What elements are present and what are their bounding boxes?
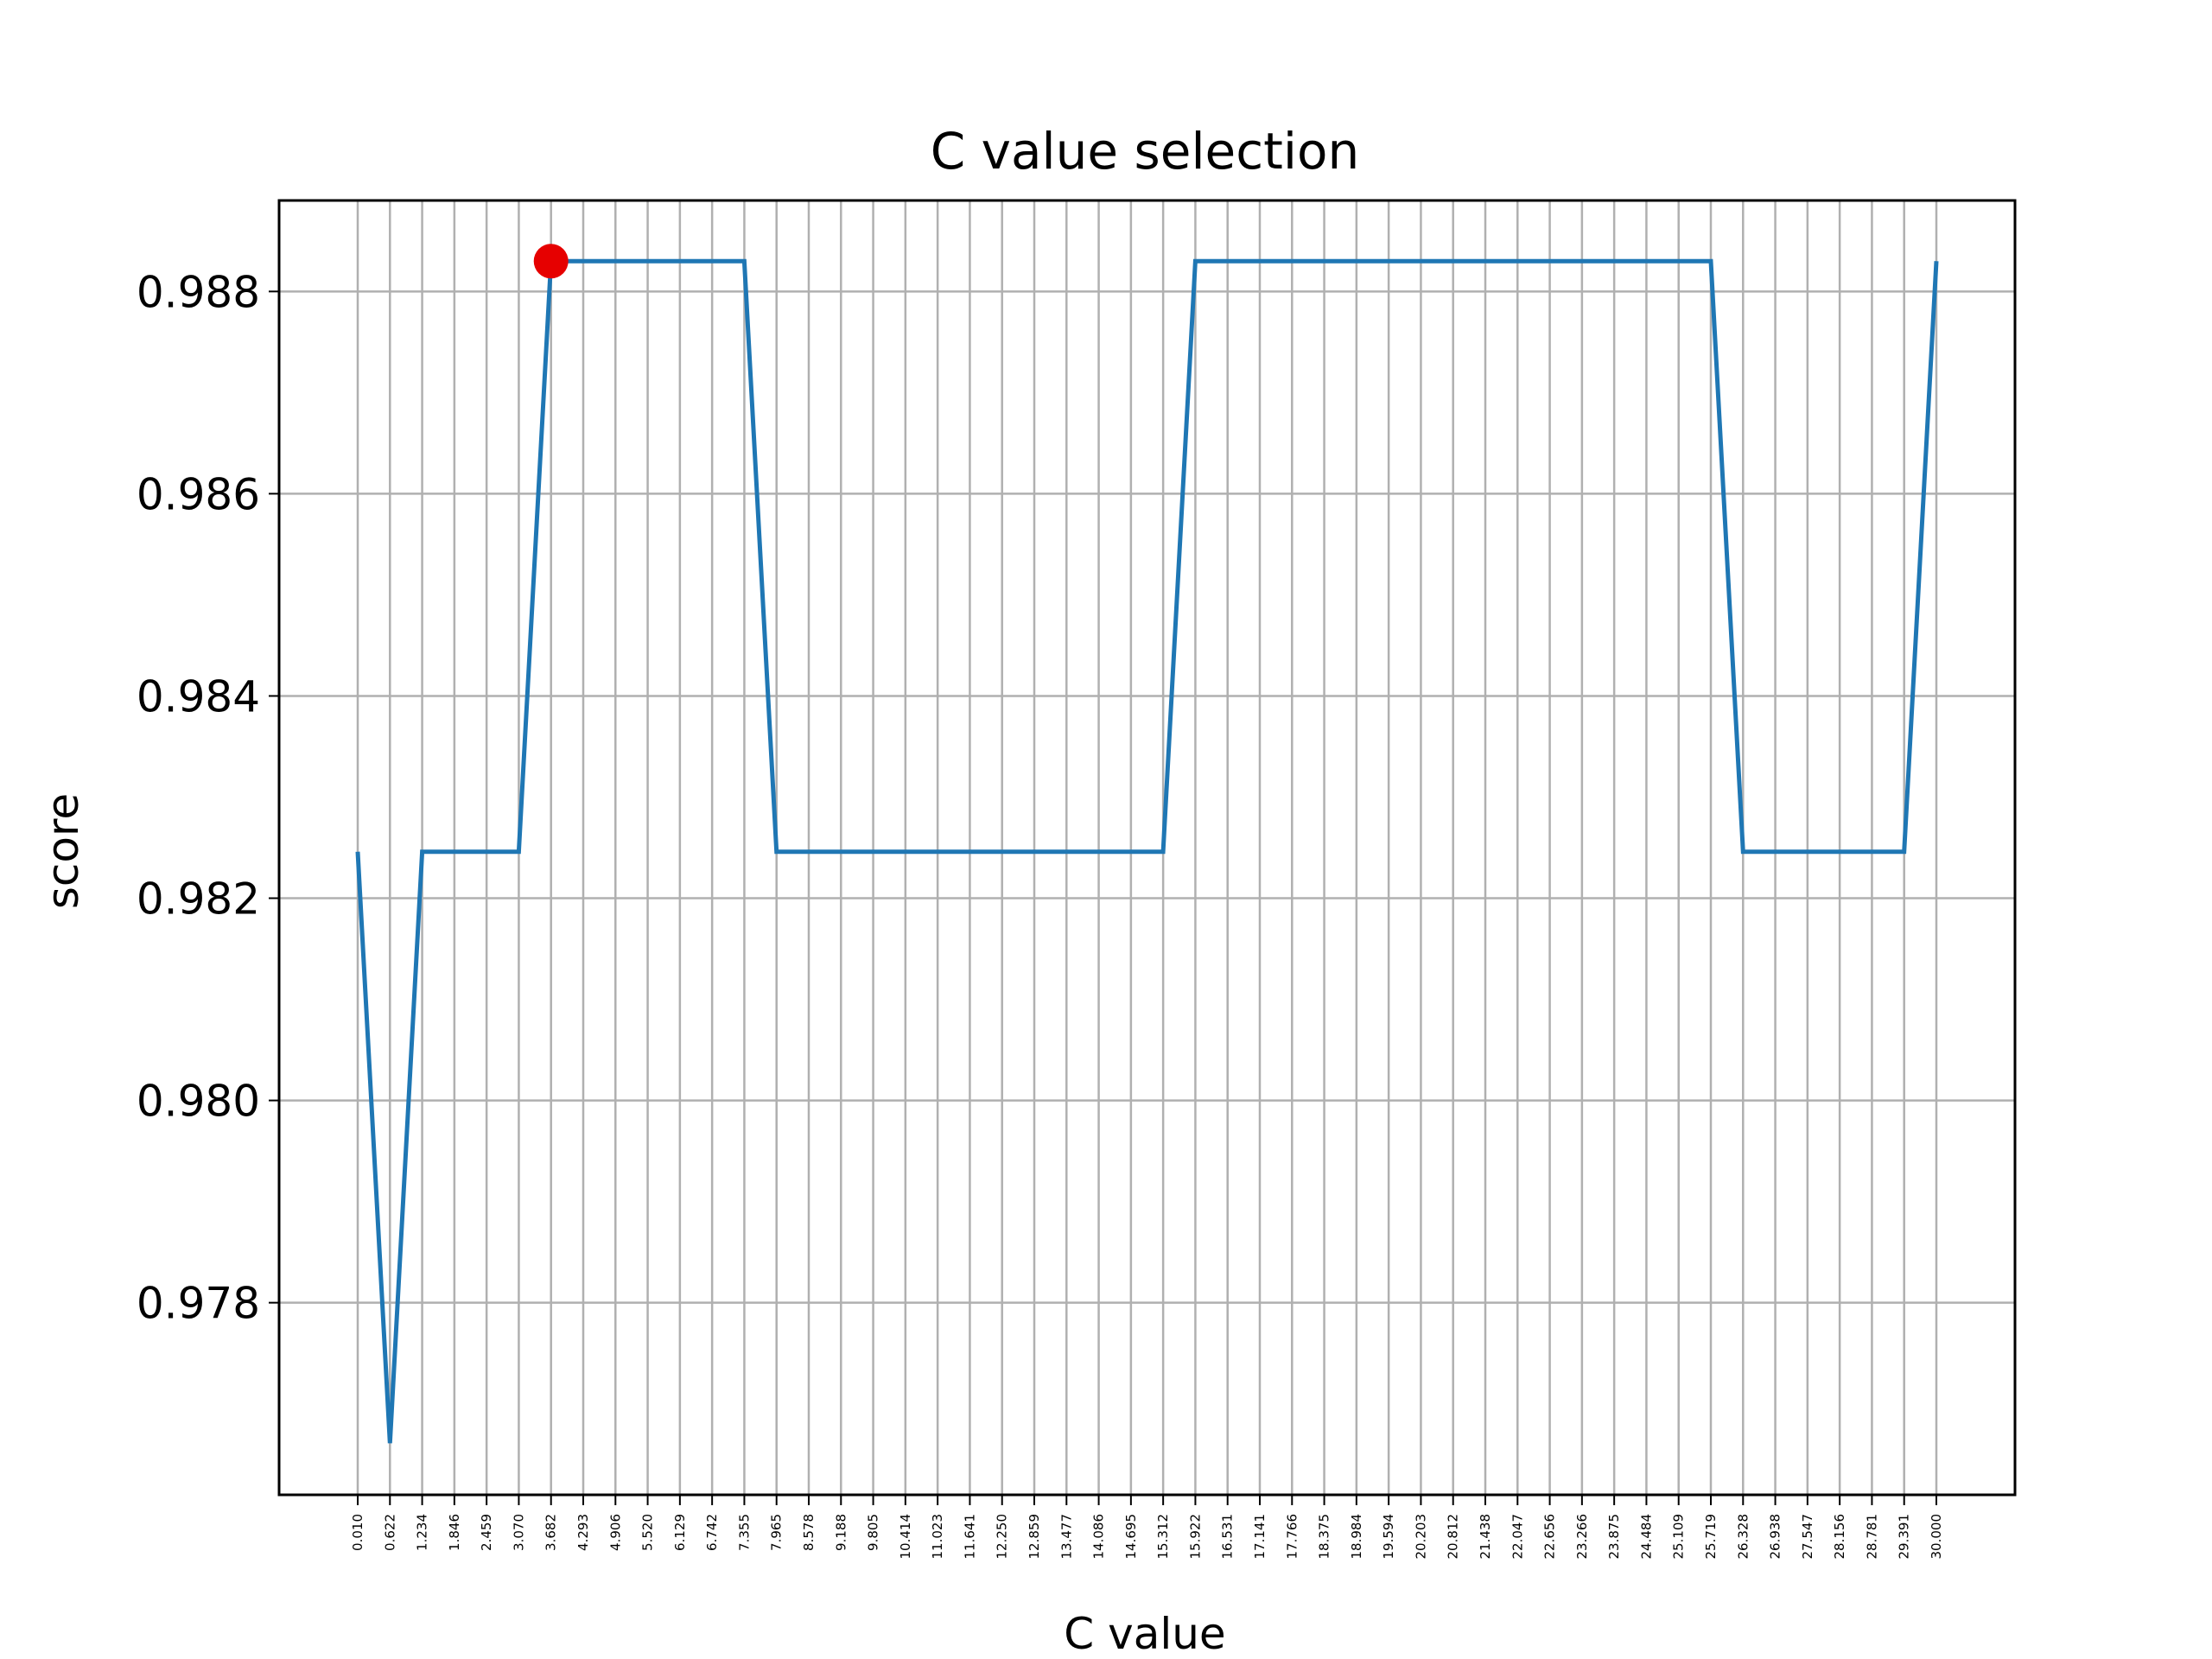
x-tick-label: 29.391 xyxy=(1897,1514,1912,1560)
y-axis-label: score xyxy=(38,793,88,909)
x-tick-label: 7.965 xyxy=(769,1514,785,1551)
x-tick-label: 14.086 xyxy=(1091,1514,1107,1560)
x-tick-label: 5.520 xyxy=(640,1514,656,1551)
x-tick-label: 2.459 xyxy=(479,1514,494,1551)
grid xyxy=(279,200,2015,1495)
x-tick-label: 3.070 xyxy=(511,1514,526,1551)
y-tick-label: 0.978 xyxy=(137,1279,260,1329)
x-tick-label: 23.266 xyxy=(1574,1514,1590,1560)
series-layer xyxy=(355,244,1939,1444)
x-tick-label: 19.594 xyxy=(1381,1514,1396,1560)
x-tick-label: 18.984 xyxy=(1349,1514,1364,1560)
y-tick-label: 0.980 xyxy=(137,1077,260,1127)
best-point-marker xyxy=(533,244,569,279)
ticks xyxy=(269,290,1937,1505)
x-tick-label: 26.938 xyxy=(1768,1514,1783,1560)
x-tick-label: 9.805 xyxy=(866,1514,881,1551)
x-tick-label: 16.531 xyxy=(1220,1514,1236,1560)
x-tick-label: 23.875 xyxy=(1606,1514,1622,1560)
x-tick-label: 13.477 xyxy=(1058,1514,1074,1560)
x-tick-label: 22.656 xyxy=(1542,1514,1558,1560)
plot-frame xyxy=(277,199,2017,1497)
x-tick-label: 28.156 xyxy=(1832,1514,1847,1560)
x-tick-label: 9.188 xyxy=(833,1514,849,1551)
y-tick-label: 0.984 xyxy=(137,671,260,721)
chart-title: C value selection xyxy=(931,122,1359,181)
x-tick-label: 6.129 xyxy=(672,1514,688,1551)
x-tick-label: 24.484 xyxy=(1638,1514,1654,1560)
x-tick-label: 27.547 xyxy=(1800,1514,1815,1560)
x-tick-label: 12.859 xyxy=(1027,1514,1042,1560)
x-tick-label: 10.414 xyxy=(898,1514,913,1560)
x-tick-label: 28.781 xyxy=(1864,1514,1879,1560)
x-tick-label: 3.682 xyxy=(543,1514,559,1551)
x-tick-label: 11.641 xyxy=(962,1514,977,1560)
x-tick-label: 1.234 xyxy=(415,1514,430,1551)
x-tick-label: 21.438 xyxy=(1478,1514,1493,1560)
x-tick-label: 6.742 xyxy=(704,1514,720,1551)
series-line xyxy=(355,258,1939,1444)
x-tick-label: 1.846 xyxy=(447,1514,462,1551)
x-tick-label: 14.695 xyxy=(1123,1514,1139,1560)
y-tick-label: 0.982 xyxy=(137,874,260,925)
x-tick-label: 25.109 xyxy=(1671,1514,1687,1560)
y-tick-label: 0.988 xyxy=(137,267,260,317)
x-tick-label: 0.010 xyxy=(350,1514,365,1551)
x-tick-label: 4.906 xyxy=(607,1514,623,1551)
x-tick-label: 8.578 xyxy=(801,1514,817,1551)
x-tick-label: 22.047 xyxy=(1510,1514,1525,1560)
y-tick-label: 0.986 xyxy=(137,469,260,519)
x-tick-label: 0.622 xyxy=(382,1514,397,1551)
x-tick-label: 18.375 xyxy=(1317,1514,1332,1560)
x-tick-label: 4.293 xyxy=(575,1514,591,1551)
x-tick-label: 15.922 xyxy=(1187,1514,1203,1560)
x-tick-label: 20.812 xyxy=(1446,1514,1461,1560)
x-tick-label: 15.312 xyxy=(1155,1514,1171,1560)
x-tick-label: 11.023 xyxy=(930,1514,945,1560)
x-tick-label: 7.355 xyxy=(736,1514,752,1551)
x-axis-label: C value xyxy=(1064,1609,1225,1659)
x-tick-label: 20.203 xyxy=(1413,1514,1428,1560)
x-tick-label: 12.250 xyxy=(995,1514,1010,1560)
x-tick-label: 30.000 xyxy=(1929,1514,1944,1560)
tick-labels: 0.010 0.622 1.234 1.846 2.459 3.070 3.682 4.293… xyxy=(137,267,1944,1559)
x-tick-label: 17.766 xyxy=(1284,1514,1300,1560)
x-tick-label: 17.141 xyxy=(1252,1514,1268,1560)
x-tick-label: 26.328 xyxy=(1735,1514,1751,1560)
x-tick-label: 25.719 xyxy=(1703,1514,1719,1560)
